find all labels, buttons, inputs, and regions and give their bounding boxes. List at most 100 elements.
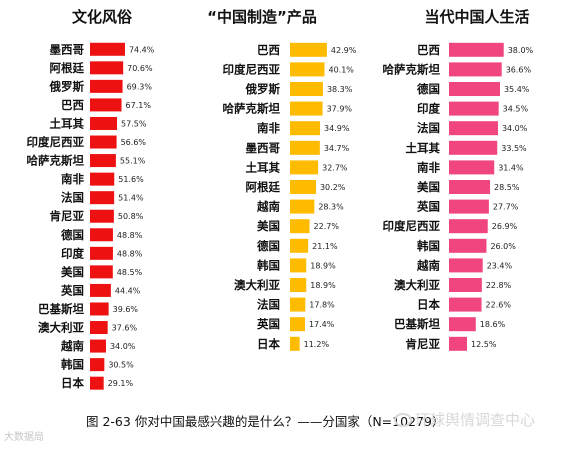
value-label: 32.7% [322, 163, 348, 172]
category-label: 肯尼亚 [50, 209, 85, 223]
category-label: 越南 [60, 339, 84, 353]
bar [449, 62, 502, 77]
value-label: 69.3% [127, 82, 153, 91]
bar [449, 160, 495, 175]
value-label: 37.6% [112, 324, 138, 333]
bar [449, 180, 491, 194]
category-label: 印度尼西亚 [223, 62, 281, 76]
bar [449, 297, 482, 312]
value-label: 74.4% [129, 45, 155, 54]
bar [290, 121, 321, 136]
category-label: 澳大利亚 [38, 321, 84, 335]
bar [90, 154, 116, 168]
value-label: 56.6% [121, 138, 147, 147]
value-label: 29.1% [108, 379, 134, 388]
category-label: 南非 [61, 172, 84, 186]
bar [290, 62, 325, 77]
watermark-right-text: 环球舆情调查中心 [415, 411, 536, 429]
value-label: 48.5% [117, 268, 143, 277]
bar [290, 297, 306, 312]
value-label: 34.9% [324, 124, 350, 133]
value-label: 70.6% [127, 64, 153, 73]
value-label: 48.8% [117, 231, 143, 240]
bar [290, 258, 307, 273]
value-label: 38.0% [508, 46, 534, 55]
bar [290, 238, 309, 253]
bar [449, 199, 489, 214]
bar [290, 317, 305, 332]
category-label: 土耳其 [246, 160, 281, 174]
value-label: 21.1% [312, 242, 338, 251]
category-label: 土耳其 [406, 141, 441, 155]
value-label: 35.4% [504, 85, 530, 94]
bar [290, 199, 315, 214]
category-label: 澳大利亚 [234, 278, 280, 292]
category-label: 韩国 [61, 358, 84, 372]
value-label: 26.9% [492, 222, 518, 231]
category-label: 墨西哥 [246, 141, 281, 155]
bar [449, 219, 488, 234]
value-label: 33.5% [501, 144, 527, 153]
category-label: 俄罗斯 [245, 82, 281, 96]
bar [90, 283, 111, 297]
value-label: 12.5% [471, 340, 497, 349]
bar [90, 61, 124, 75]
value-label: 34.5% [503, 105, 529, 114]
bar [449, 121, 498, 136]
category-label: 南非 [417, 160, 440, 174]
value-label: 50.8% [118, 212, 144, 221]
value-label: 23.4% [487, 261, 513, 270]
value-label: 30.5% [108, 361, 134, 370]
bar [290, 160, 319, 175]
category-label: 韩国 [417, 239, 440, 253]
value-label: 44.4% [115, 286, 141, 295]
category-label: 英国 [60, 283, 84, 297]
bar [90, 98, 122, 112]
category-label: 印度尼西亚 [383, 219, 441, 233]
category-label: 越南 [256, 200, 280, 214]
category-label: 南非 [257, 121, 280, 135]
category-label: 澳大利亚 [394, 278, 440, 292]
bar [90, 135, 117, 149]
category-label: 美国 [417, 180, 440, 194]
chart-title: 当代中国人生活 [424, 8, 529, 26]
category-label: 阿根廷 [50, 61, 85, 75]
bar [449, 238, 487, 253]
value-label: 51.6% [118, 175, 144, 184]
bar [449, 42, 504, 57]
value-label: 38.3% [327, 85, 353, 94]
category-label: 德国 [256, 239, 280, 253]
value-label: 34.7% [324, 144, 350, 153]
bar [290, 82, 323, 96]
category-label: 墨西哥 [50, 42, 85, 56]
bar [290, 140, 320, 155]
bar [449, 278, 482, 292]
category-label: 印度 [61, 246, 84, 260]
value-label: 39.6% [113, 305, 139, 314]
category-label: 印度尼西亚 [27, 135, 85, 149]
figure-caption: 图 2-63 你对中国最感兴趣的是什么？——分国家（N=10279） [86, 414, 445, 429]
value-label: 31.4% [498, 163, 524, 172]
bar [90, 321, 108, 335]
value-label: 11.2% [304, 340, 330, 349]
value-label: 42.9% [331, 46, 357, 55]
value-label: 27.7% [493, 203, 519, 212]
bar [90, 116, 118, 130]
category-label: 肯尼亚 [406, 337, 441, 351]
value-label: 28.3% [318, 203, 344, 212]
category-label: 法国 [417, 121, 440, 135]
bar [90, 172, 115, 186]
value-label: 18.6% [480, 320, 506, 329]
bar [449, 101, 499, 116]
value-label: 37.9% [327, 105, 353, 114]
category-label: 巴西 [417, 43, 440, 57]
value-label: 30.2% [320, 183, 346, 192]
value-label: 18.9% [310, 281, 336, 290]
value-label: 34.0% [110, 342, 136, 351]
value-label: 67.1% [126, 101, 152, 110]
bar [90, 376, 104, 390]
category-label: 美国 [61, 265, 84, 279]
